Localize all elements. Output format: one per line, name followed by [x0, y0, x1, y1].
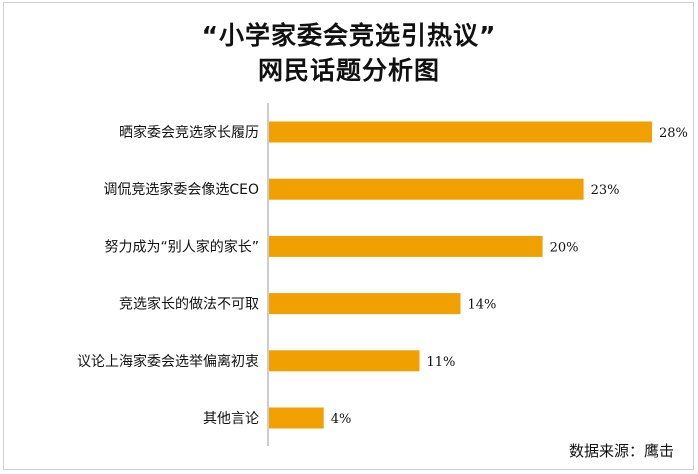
bar-3	[269, 293, 461, 315]
bar-0	[269, 121, 652, 143]
data-source-note: 数据来源：鹰击	[568, 442, 674, 460]
value-label-5: 4%	[331, 412, 352, 427]
category-label-4: 议论上海家委会选举偏离初衷	[77, 353, 259, 370]
category-label-0: 晒家委会竞选家长履历	[119, 124, 259, 141]
value-label-4: 11%	[427, 355, 456, 370]
bars-group	[269, 121, 652, 429]
category-label-5: 其他言论	[203, 411, 259, 427]
bar-1	[269, 178, 584, 200]
category-label-2: 努力成为“别人家的家长”	[104, 238, 259, 255]
chart-title: “小学家委会竞选引热议”	[201, 21, 497, 50]
value-label-0: 28%	[659, 126, 688, 141]
bar-4	[269, 350, 420, 372]
value-label-2: 20%	[550, 240, 579, 255]
value-labels-group: 28% 23% 20% 14% 11% 4%	[331, 126, 688, 427]
chart-subtitle: 网民话题分析图	[257, 56, 440, 85]
category-label-3: 竞选家长的做法不可取	[119, 296, 259, 313]
value-label-3: 14%	[468, 298, 497, 313]
value-label-1: 23%	[591, 183, 620, 198]
category-label-1: 调侃竞选家委会像选CEO	[103, 181, 259, 198]
bar-5	[269, 407, 324, 429]
bar-2	[269, 235, 543, 257]
